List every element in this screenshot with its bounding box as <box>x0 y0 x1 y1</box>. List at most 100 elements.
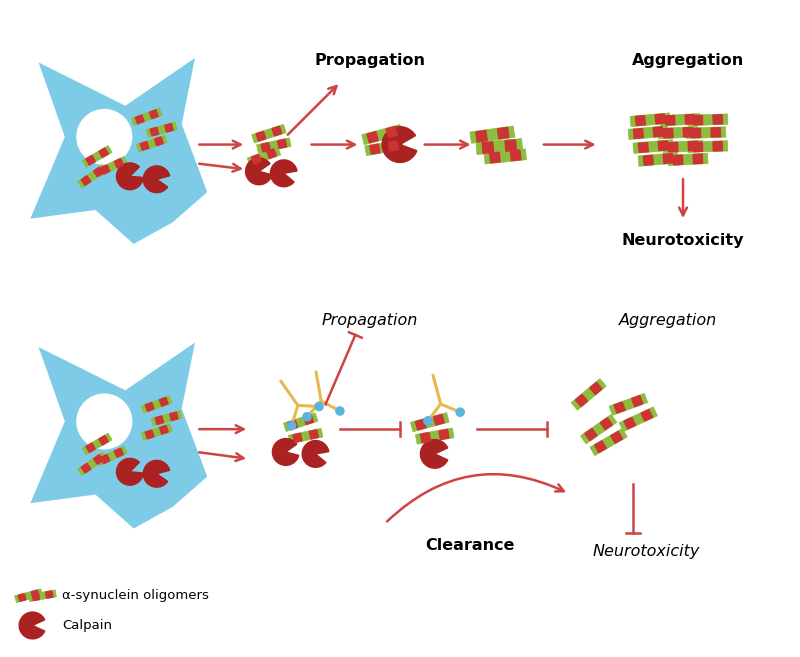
Polygon shape <box>683 127 693 137</box>
Polygon shape <box>29 590 57 602</box>
Polygon shape <box>131 108 162 125</box>
Polygon shape <box>288 420 298 430</box>
Polygon shape <box>713 141 722 151</box>
Polygon shape <box>310 430 318 439</box>
Circle shape <box>287 422 296 430</box>
Polygon shape <box>660 114 700 126</box>
Circle shape <box>315 402 323 411</box>
Polygon shape <box>674 155 683 165</box>
Polygon shape <box>150 127 158 136</box>
Polygon shape <box>272 126 282 136</box>
Polygon shape <box>252 124 286 143</box>
Polygon shape <box>94 167 103 177</box>
Polygon shape <box>470 126 515 143</box>
Polygon shape <box>94 455 103 464</box>
Polygon shape <box>101 165 110 174</box>
Polygon shape <box>484 149 526 164</box>
Polygon shape <box>261 143 270 152</box>
Polygon shape <box>482 142 494 153</box>
Polygon shape <box>150 110 158 119</box>
Polygon shape <box>31 590 39 598</box>
Polygon shape <box>135 115 144 124</box>
Polygon shape <box>165 124 173 132</box>
Polygon shape <box>619 407 658 432</box>
Polygon shape <box>571 378 606 410</box>
Circle shape <box>78 110 131 164</box>
Text: Aggregation: Aggregation <box>619 313 718 328</box>
Polygon shape <box>688 114 728 125</box>
Polygon shape <box>82 146 112 168</box>
Polygon shape <box>97 156 127 176</box>
Polygon shape <box>86 443 95 453</box>
Polygon shape <box>635 116 646 125</box>
Polygon shape <box>257 138 291 153</box>
Polygon shape <box>82 433 112 455</box>
Polygon shape <box>256 131 266 141</box>
Wedge shape <box>143 166 170 193</box>
Polygon shape <box>421 433 430 443</box>
Polygon shape <box>628 125 669 139</box>
Wedge shape <box>272 439 298 465</box>
Polygon shape <box>410 413 449 432</box>
Polygon shape <box>114 448 123 457</box>
Polygon shape <box>434 415 444 425</box>
Polygon shape <box>151 411 182 426</box>
Text: α-synuclein oligomers: α-synuclein oligomers <box>62 589 210 602</box>
Polygon shape <box>658 126 698 139</box>
Polygon shape <box>666 116 675 125</box>
Polygon shape <box>641 409 653 421</box>
Polygon shape <box>170 412 178 420</box>
Polygon shape <box>142 424 172 440</box>
Polygon shape <box>688 141 698 151</box>
Polygon shape <box>643 155 654 166</box>
Polygon shape <box>367 131 378 143</box>
Circle shape <box>336 407 344 415</box>
Text: Aggregation: Aggregation <box>632 53 744 68</box>
Polygon shape <box>694 142 702 152</box>
Polygon shape <box>653 127 663 137</box>
Polygon shape <box>142 396 172 413</box>
Text: Propagation: Propagation <box>314 53 426 68</box>
Polygon shape <box>114 158 123 168</box>
Polygon shape <box>46 591 53 598</box>
Polygon shape <box>638 152 678 166</box>
Polygon shape <box>575 394 587 407</box>
Polygon shape <box>140 141 149 150</box>
Polygon shape <box>585 428 597 441</box>
Text: Calpain: Calpain <box>62 619 112 632</box>
Polygon shape <box>634 129 643 139</box>
Polygon shape <box>99 436 108 445</box>
Polygon shape <box>476 139 522 154</box>
Polygon shape <box>498 127 509 139</box>
Polygon shape <box>685 114 694 124</box>
Polygon shape <box>33 346 206 527</box>
Circle shape <box>78 394 131 449</box>
Polygon shape <box>99 148 108 158</box>
Polygon shape <box>610 432 622 443</box>
Polygon shape <box>146 122 177 137</box>
Polygon shape <box>78 452 106 476</box>
Polygon shape <box>251 154 261 164</box>
Polygon shape <box>609 394 648 415</box>
Wedge shape <box>246 158 272 185</box>
Polygon shape <box>97 446 127 466</box>
Polygon shape <box>33 61 206 242</box>
Circle shape <box>456 408 464 417</box>
Polygon shape <box>304 415 314 424</box>
Polygon shape <box>415 419 426 430</box>
Polygon shape <box>86 156 95 165</box>
Polygon shape <box>594 441 606 453</box>
Polygon shape <box>630 113 670 127</box>
Polygon shape <box>101 455 110 464</box>
Polygon shape <box>688 141 728 152</box>
Polygon shape <box>490 152 500 163</box>
Polygon shape <box>590 428 627 456</box>
Polygon shape <box>293 433 302 442</box>
Polygon shape <box>590 382 602 394</box>
Polygon shape <box>476 131 487 142</box>
Wedge shape <box>117 459 143 485</box>
Polygon shape <box>439 430 449 440</box>
Polygon shape <box>600 418 612 430</box>
Polygon shape <box>136 135 167 152</box>
Polygon shape <box>289 428 323 444</box>
